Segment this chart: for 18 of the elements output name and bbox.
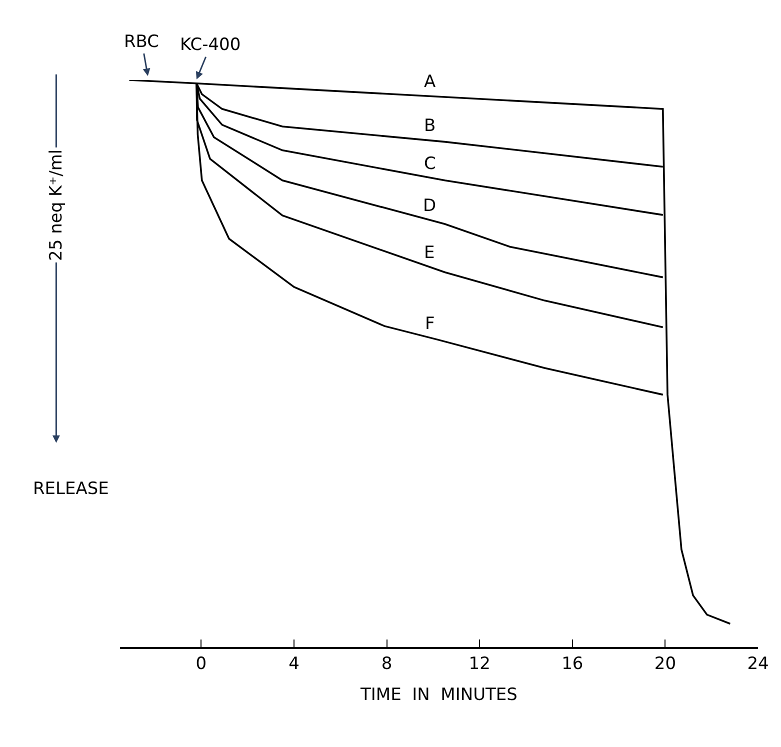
series-label: E	[424, 243, 435, 263]
x-tick-label: 0	[196, 654, 207, 674]
annotation: RBC	[124, 32, 160, 52]
series-label: C	[424, 154, 436, 174]
series-label: F	[425, 314, 435, 334]
series-label: B	[424, 116, 436, 136]
text: RELEASE	[33, 479, 109, 499]
x-tick-label: 16	[562, 654, 584, 674]
x-tick-label: 12	[468, 654, 490, 674]
annotation: KC-400	[180, 35, 241, 55]
x-tick-label: 20	[654, 654, 676, 674]
series-label: D	[423, 196, 436, 216]
x-tick-label: 8	[381, 654, 392, 674]
x-tick-label: 24	[747, 654, 769, 674]
series-label: A	[424, 72, 436, 92]
y-axis-title: 25 neq K⁺/ml	[46, 149, 66, 261]
x-axis-title: TIME IN MINUTES	[360, 685, 518, 706]
x-tick-label: 4	[288, 654, 300, 674]
